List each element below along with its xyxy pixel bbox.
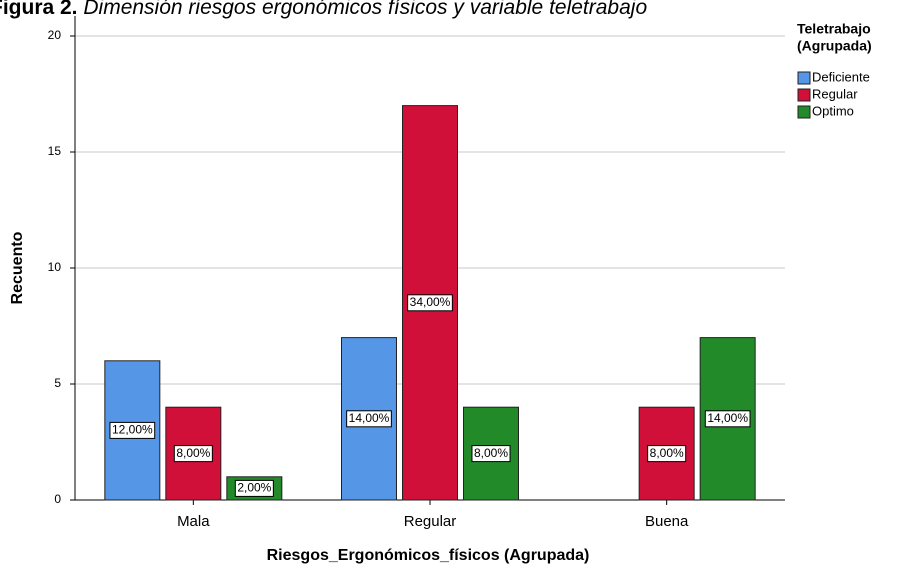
value-label-box — [704, 410, 751, 428]
y-tick-label: 10 — [48, 260, 62, 274]
value-label: 2,00% — [237, 481, 271, 495]
legend-label: Optimo — [812, 103, 854, 118]
x-tick-label: Regular — [404, 513, 457, 530]
x-tick-label: Mala — [177, 513, 210, 530]
value-label-box — [173, 445, 213, 463]
value-label: 8,00% — [650, 446, 684, 460]
value-label: 34,00% — [410, 295, 451, 309]
value-label: 12,00% — [112, 423, 153, 437]
y-tick-label: 0 — [54, 492, 61, 506]
title-text: Dimensión riesgos ergonómicos físicos y … — [83, 0, 647, 19]
value-label-box — [471, 445, 511, 463]
y-tick-label: 5 — [54, 376, 61, 390]
legend-swatch — [797, 88, 811, 102]
y-tick-label: 15 — [48, 144, 62, 158]
y-tick-label: 20 — [48, 28, 62, 42]
title-prefix: Figura 2. — [0, 0, 78, 19]
value-label: 14,00% — [349, 411, 390, 425]
x-axis-label: Riesgos_Ergonómicos_físicos (Agrupada) — [267, 547, 590, 564]
value-label: 14,00% — [707, 411, 748, 425]
legend-title: Teletrabajo — [797, 21, 871, 37]
legend-title: (Agrupada) — [797, 38, 872, 54]
legend-swatch — [797, 71, 811, 85]
x-tick-label: Buena — [645, 513, 689, 530]
value-label: 8,00% — [474, 446, 508, 460]
value-label-box — [346, 410, 392, 428]
legend-label: Regular — [812, 86, 858, 101]
chart-title: Figura 2. Dimensión riesgos ergonómicos … — [0, 0, 647, 19]
value-label-box — [234, 479, 274, 497]
legend-label: Deficiente — [812, 69, 870, 84]
y-axis-label: Recuento — [9, 231, 26, 304]
value-label-box — [407, 294, 453, 312]
value-label-box — [109, 421, 156, 439]
value-label-box — [647, 445, 687, 463]
legend-swatch — [797, 105, 811, 119]
value-label: 8,00% — [176, 446, 210, 460]
